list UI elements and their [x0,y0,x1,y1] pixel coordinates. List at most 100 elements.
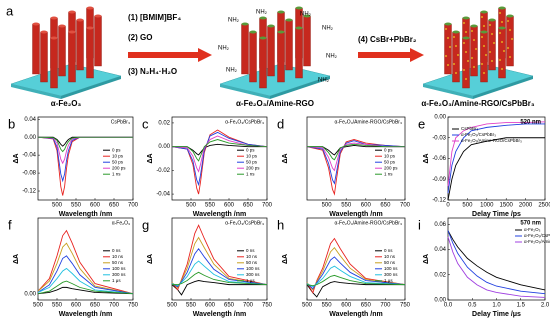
nanocrystal [499,59,501,61]
nanocrystal [447,37,449,39]
nanorod [277,31,285,83]
x-tick-label: 500 [322,203,333,209]
data-line [447,137,545,201]
y-tick-label: 0.02 [158,121,170,127]
data-line [37,242,134,295]
y-tick-label: -0.08 [22,171,36,177]
y-tick-label: -0.04 [156,192,170,198]
data-line [447,230,546,291]
x-tick-label: 550 [71,203,82,209]
data-line [37,229,134,295]
nanocrystal [501,21,503,23]
nanorod-top [295,26,303,30]
nanorod [32,23,40,75]
x-tick-label: 1000 [480,203,494,209]
y-axis-label: ΔA [282,153,289,163]
data-line [171,135,268,173]
data-line [37,255,134,295]
nanorod [68,31,76,83]
nanocrystal [501,68,503,70]
nanorod-top [295,6,303,10]
nanocrystal [463,42,465,44]
chart-title: CsPbBr₃ [111,119,130,125]
plot-frame [37,116,134,201]
legend-label: 10 ps [112,153,124,158]
nanorod [249,31,257,83]
data-line [37,286,134,295]
nanorod [58,25,66,77]
y-axis-label: ΔA [147,254,154,264]
substrate-edge [11,84,61,99]
y-tick-label: 0.02 [434,272,446,278]
x-tick-label: 600 [341,303,352,309]
x-tick-label: 2500 [538,203,550,209]
nanocrystal [483,25,485,27]
panel-label: d [277,116,284,131]
nanorod-top [76,18,84,22]
panel-label: c [142,116,149,131]
nanorod [267,25,275,77]
arrow [128,48,212,62]
data-line [37,267,134,295]
nanocrystal [483,45,485,47]
amine-label: NH₂ [326,54,338,60]
x-tick-label: 550 [186,303,197,309]
nanocrystal [475,48,477,50]
legend-label: α-Fe₂O₃/CsPbBr₃ [524,233,550,238]
substrate-edge [220,84,270,99]
nanocrystal [493,42,495,44]
nanocrystal [445,55,447,57]
nanocrystal [453,63,455,65]
y-axis-label: ΔA [13,153,20,163]
data-line [171,131,268,187]
nanorod-top [488,18,496,22]
x-tick-label: 2.0 [541,303,550,309]
nanorod-top [498,26,506,30]
x-axis-label: Delay Time /μs [472,311,521,318]
x-tick-label: 500 [462,203,473,209]
legend-label: α-Fe₂O₃/Amine-RGO/CsPbBr₃ [524,239,550,244]
panel-label: b [8,116,15,131]
x-tick-label: 0 [446,203,450,209]
x-tick-label: 0.0 [444,303,453,309]
data-line [307,143,405,161]
y-axis-label: ΔA [282,254,289,264]
nanorod [470,25,478,77]
x-tick-label: 700 [243,303,254,309]
nanorod [444,23,452,75]
amine-label: NH₂ [300,12,312,18]
x-tick-label: 550 [341,203,352,209]
x-tick-label: 500 [186,203,197,209]
legend-label: 50 ps [112,159,124,164]
nanorod-top [285,18,293,22]
nanocrystal [465,31,467,33]
legend-label: 100 ns [384,266,398,271]
panel-label: h [277,217,284,232]
y-tick-label: 0.04 [24,117,36,123]
nanocrystal [449,46,451,48]
legend-label: 300 ns [246,272,260,277]
chart-title: α-Fe₂O₃/CsPbBr₃ [225,220,264,226]
nanocrystal [463,69,465,71]
nanorod-top [86,6,94,10]
chart-title: α-Fe₂O₃ [112,220,130,226]
nanocrystal [491,60,493,62]
nanorod [488,19,496,71]
legend-label: 10 ns [112,254,124,259]
nanorod [295,27,303,79]
x-tick-label: 700 [400,203,411,209]
legend-label: 200 ps [384,165,398,170]
chart-title: α-Fe₂O₃/Amine-RGO/CsPbBr₃ [334,119,402,125]
annotation: 520 nm [520,120,541,126]
amine-label: NH₂ [218,46,230,52]
nanocrystal [507,47,509,49]
y-tick-label: 0.04 [434,247,446,253]
x-tick-label: 750 [262,303,273,309]
plot-frame [306,217,406,301]
substrate-edge [423,84,473,99]
data-line [37,280,134,295]
legend-label: 10 ps [384,153,396,158]
arrow [358,48,424,62]
y-tick-label: -0.04 [22,153,36,159]
x-tick-label: 500 [33,303,44,309]
